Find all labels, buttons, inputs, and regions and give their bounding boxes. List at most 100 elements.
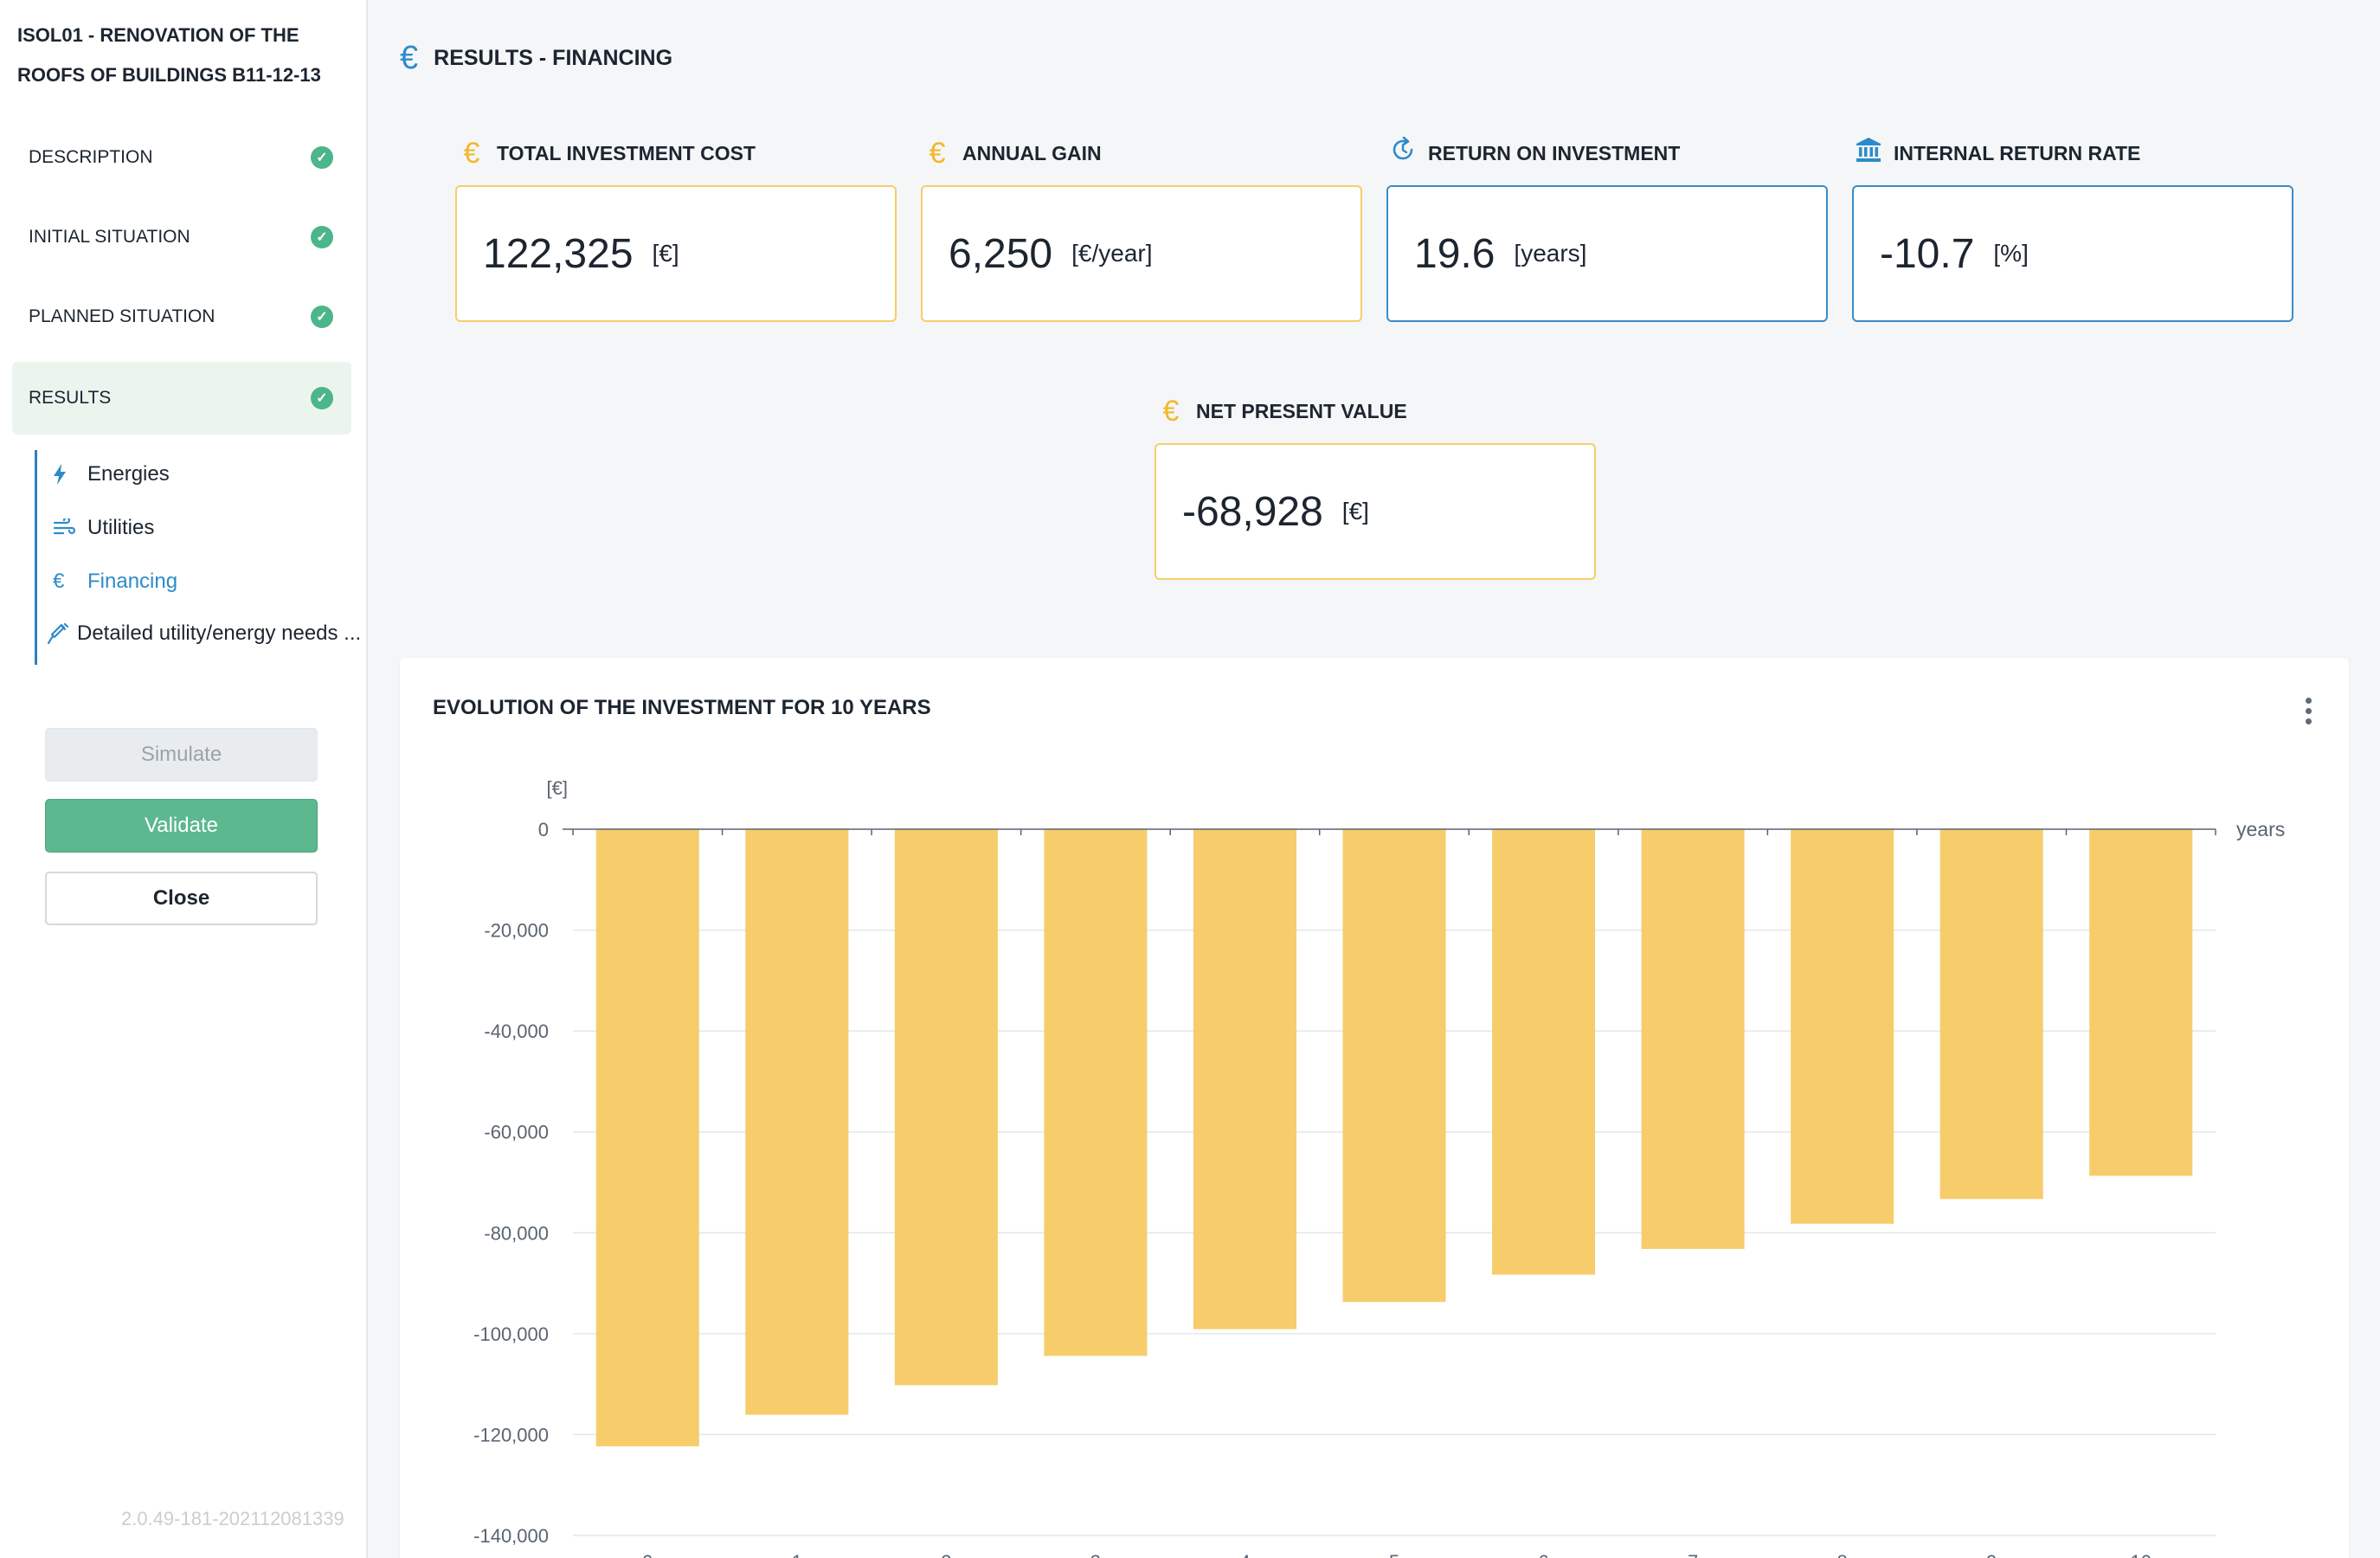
close-button[interactable]: Close — [45, 872, 318, 925]
y-tick-label: 0 — [538, 819, 549, 840]
step-initial-situation[interactable]: INITIAL SITUATION ✓ — [12, 201, 351, 274]
bar — [595, 829, 699, 1446]
version-label: 2.0.49-181-202112081339 — [121, 1508, 344, 1529]
step-label: PLANNED SITUATION — [29, 306, 215, 326]
results-subnav: Energies Utilities € Financing Detailed … — [35, 450, 363, 665]
x-axis-label: years — [2236, 818, 2285, 840]
bar — [745, 829, 849, 1415]
step-label: RESULTS — [29, 388, 112, 408]
bar — [1641, 829, 1745, 1249]
subnav-item-utilities[interactable]: Utilities — [53, 511, 154, 545]
kpi-unit: [€] — [1341, 498, 1369, 525]
sidebar: ISOL01 - RENOVATION OF THE ROOFS OF BUIL… — [0, 0, 368, 1558]
x-tick-label: 9 — [1986, 1551, 1997, 1558]
subnav-item-detailed-needs[interactable]: Detailed utility/energy needs ... — [48, 616, 361, 651]
bolt-icon — [53, 464, 79, 485]
kpi-value: 122,325 — [483, 230, 634, 277]
subnav-label: Energies — [87, 462, 170, 486]
investment-bar-chart: 0 -20,000 -40,000 -60,000 -80,000 -100,000 -12… — [473, 777, 2285, 1558]
x-tick-label: 8 — [1837, 1551, 1848, 1558]
kpi-label-text: TOTAL INVESTMENT COST — [497, 141, 756, 164]
kpi-label-total-investment: € TOTAL INVESTMENT COST — [459, 136, 756, 171]
kpi-value: -10.7 — [1880, 230, 1975, 277]
kpi-card-return-on-investment: 19.6 [years] — [1386, 185, 1828, 322]
y-tick-label: -120,000 — [473, 1424, 549, 1445]
kpi-unit: [years] — [1514, 240, 1587, 267]
subnav-item-financing[interactable]: € Financing — [53, 564, 177, 599]
check-circle-icon: ✓ — [311, 306, 333, 328]
step-description[interactable]: DESCRIPTION ✓ — [12, 121, 351, 194]
investment-chart-card: EVOLUTION OF THE INVESTMENT FOR 10 YEARS… — [400, 658, 2349, 1558]
kpi-card-net-present-value: -68,928 [€] — [1155, 443, 1596, 580]
more-options-icon[interactable] — [2304, 698, 2312, 724]
y-axis-label: [€] — [547, 777, 568, 799]
y-tick-label: -40,000 — [484, 1020, 549, 1042]
bar — [1044, 829, 1148, 1356]
x-tick-label: 10 — [2130, 1551, 2151, 1558]
kpi-unit: [€] — [652, 240, 679, 267]
x-tick-label: 7 — [1688, 1551, 1698, 1558]
subnav-label: Utilities — [87, 516, 155, 539]
simulate-button[interactable]: Simulate — [45, 728, 318, 782]
subnav-label: Financing — [87, 570, 178, 593]
x-tick-label: 3 — [1090, 1551, 1101, 1558]
euro-icon: € — [463, 136, 480, 170]
kpi-label-text: ANNUAL GAIN — [962, 141, 1102, 164]
project-title: ISOL01 - RENOVATION OF THE ROOFS OF BUIL… — [17, 24, 321, 86]
x-tick-label: 1 — [792, 1551, 802, 1558]
y-tick-label: -100,000 — [473, 1323, 549, 1345]
x-tick-label: 4 — [1239, 1551, 1250, 1558]
euro-icon: € — [1162, 394, 1180, 428]
bar — [1791, 829, 1894, 1224]
kpi-card-annual-gain: 6,250 [€/year] — [921, 185, 1362, 322]
kpi-label-return-on-investment: RETURN ON INVESTMENT — [1390, 136, 1680, 171]
step-label: INITIAL SITUATION — [29, 227, 190, 247]
step-planned-situation[interactable]: PLANNED SITUATION ✓ — [12, 280, 351, 353]
euro-icon: € — [929, 136, 946, 170]
kpi-value: 19.6 — [1414, 230, 1496, 277]
kpi-card-total-investment: 122,325 [€] — [455, 185, 897, 322]
kpi-label-text: INTERNAL RETURN RATE — [1894, 141, 2141, 164]
bank-icon — [1856, 137, 1881, 171]
refresh-clock-icon — [1390, 136, 1416, 171]
page-header: € RESULTS - FINANCING — [400, 40, 672, 77]
bar — [2089, 829, 2193, 1176]
bar — [1939, 829, 2043, 1200]
step-label: DESCRIPTION — [29, 147, 153, 167]
y-tick-label: -20,000 — [484, 920, 549, 942]
page-title: RESULTS - FINANCING — [434, 46, 673, 70]
x-tick-label: 5 — [1389, 1551, 1399, 1558]
subnav-label: Detailed utility/energy needs ... — [77, 621, 362, 645]
kpi-value: -68,928 — [1182, 488, 1323, 535]
check-circle-icon: ✓ — [311, 226, 333, 248]
euro-icon: € — [400, 40, 419, 76]
kpi-label-internal-return-rate: INTERNAL RETURN RATE — [1856, 136, 2140, 171]
step-results[interactable]: RESULTS ✓ — [12, 362, 351, 435]
bar — [1492, 829, 1596, 1275]
kpi-label-text: RETURN ON INVESTMENT — [1428, 141, 1681, 164]
kpi-value: 6,250 — [949, 230, 1053, 277]
bar — [1342, 829, 1446, 1303]
bar — [894, 829, 998, 1386]
kpi-label-text: NET PRESENT VALUE — [1196, 399, 1407, 422]
check-circle-icon: ✓ — [311, 146, 333, 169]
y-tick-label: -80,000 — [484, 1222, 549, 1244]
kpi-label-annual-gain: € ANNUAL GAIN — [924, 136, 1102, 171]
x-tick-label: 2 — [941, 1551, 951, 1558]
validate-button[interactable]: Validate — [45, 799, 318, 853]
wind-icon — [53, 518, 79, 538]
kpi-label-net-present-value: € NET PRESENT VALUE — [1158, 394, 1407, 428]
subnav-item-energies[interactable]: Energies — [53, 457, 170, 492]
kpi-unit: [%] — [1993, 240, 2029, 267]
check-circle-icon: ✓ — [311, 387, 333, 409]
kpi-card-internal-return-rate: -10.7 [%] — [1852, 185, 2293, 322]
y-tick-label: -140,000 — [473, 1525, 549, 1547]
syringe-icon — [48, 622, 74, 645]
y-tick-label: -60,000 — [484, 1122, 549, 1143]
bar — [1193, 829, 1296, 1329]
chart-title: EVOLUTION OF THE INVESTMENT FOR 10 YEARS — [433, 696, 931, 719]
euro-icon: € — [53, 570, 65, 593]
kpi-unit: [€/year] — [1071, 240, 1153, 267]
x-tick-label: 0 — [642, 1551, 653, 1558]
x-tick-label: 6 — [1538, 1551, 1548, 1558]
